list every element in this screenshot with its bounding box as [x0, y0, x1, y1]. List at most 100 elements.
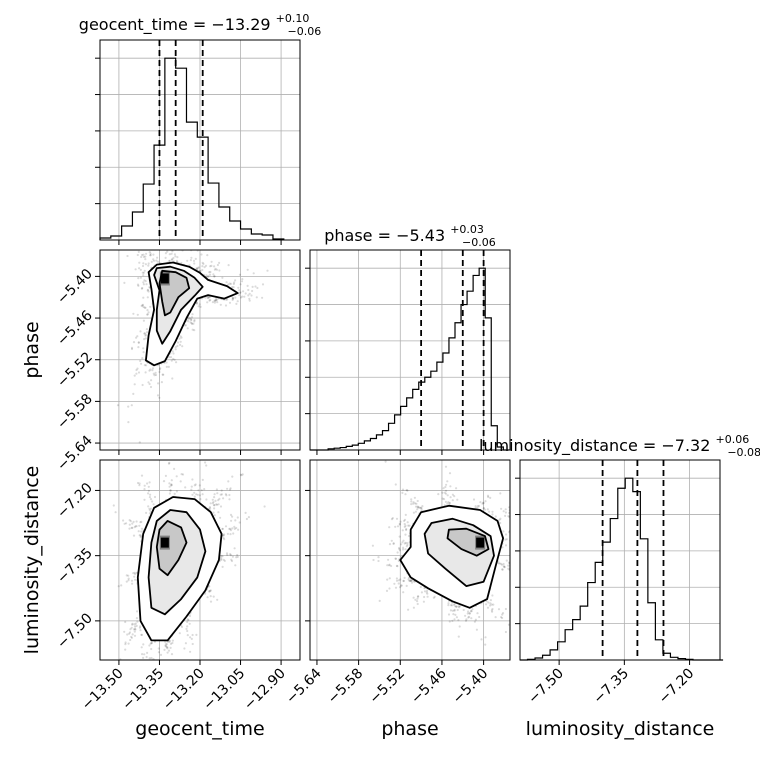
title-geocent-time: geocent_time = −13.29 +0.10 −0.06	[79, 7, 321, 38]
scatter-point	[392, 542, 395, 546]
scatter-point	[235, 556, 238, 559]
scatter-point	[204, 264, 208, 267]
scatter-point	[409, 579, 412, 582]
scatter-point	[196, 493, 199, 496]
scatter-point	[212, 595, 215, 598]
scatter-point	[399, 578, 402, 581]
scatter-point	[455, 605, 458, 608]
scatter-point	[145, 364, 148, 367]
scatter-point	[141, 383, 144, 387]
scatter-point	[160, 381, 163, 384]
scatter-point	[164, 644, 168, 648]
scatter-point	[213, 301, 216, 304]
scatter-point	[169, 646, 172, 650]
scatter-point	[516, 529, 518, 531]
scatter-point	[149, 254, 152, 257]
scatter-point	[130, 347, 134, 351]
scatter-point	[415, 502, 418, 505]
scatter-point	[480, 638, 483, 641]
scatter-point	[467, 616, 470, 619]
scatter-point	[123, 281, 126, 284]
scatter-point	[487, 495, 490, 499]
scatter-point	[225, 298, 228, 301]
scatter-point	[145, 328, 148, 331]
frame-luminosity-distance-vs-phase	[309, 459, 511, 661]
scatter-point	[234, 519, 237, 522]
scatter-point	[136, 253, 139, 257]
tick-label-y-phase: −5.64	[54, 433, 96, 475]
xlabel-geocent-time: geocent_time	[135, 718, 264, 740]
scatter-point	[221, 527, 224, 531]
scatter-point	[502, 562, 505, 566]
scatter-point	[128, 632, 131, 635]
scatter-point	[222, 497, 225, 500]
scatter-point	[405, 527, 408, 531]
scatter-point	[483, 508, 487, 511]
scatter-point	[497, 562, 500, 565]
scatter-point	[128, 631, 132, 634]
scatter-point	[416, 505, 419, 508]
scatter-point	[214, 299, 217, 302]
scatter-point	[167, 365, 170, 368]
scatter-point	[210, 260, 213, 263]
scatter-point	[190, 322, 193, 325]
scatter-point	[180, 473, 183, 476]
scatter-point	[149, 305, 152, 308]
scatter-point	[453, 609, 456, 612]
scatter-point	[234, 296, 237, 299]
scatter-point	[491, 513, 494, 516]
scatter-point	[134, 525, 137, 528]
scatter-point	[229, 533, 232, 536]
scatter-point	[168, 253, 171, 256]
scatter-point	[492, 603, 495, 606]
scatter-point	[420, 591, 423, 594]
scatter-point	[141, 665, 143, 667]
scatter-point	[204, 296, 207, 299]
scatter-point	[133, 383, 136, 386]
scatter-point	[143, 338, 146, 341]
scatter-point	[145, 511, 148, 514]
scatter-point	[462, 608, 465, 612]
scatter-point	[406, 543, 409, 547]
scatter-point	[410, 503, 413, 506]
scatter-point	[158, 396, 161, 399]
scatter-point	[388, 526, 391, 529]
scatter-point	[126, 633, 129, 636]
scatter-point	[416, 600, 419, 603]
scatter-point	[426, 589, 429, 592]
scatter-point	[507, 515, 510, 518]
density-peak	[160, 537, 169, 548]
scatter-point	[404, 524, 407, 527]
tick-label-y-phase: −5.46	[54, 308, 96, 350]
scatter-point	[156, 256, 159, 259]
scatter-point	[245, 517, 248, 521]
scatter-point	[128, 519, 131, 522]
frame-phase-hist	[309, 249, 511, 451]
scatter-point	[412, 502, 415, 505]
scatter-point	[454, 605, 457, 608]
scatter-point	[142, 305, 145, 308]
scatter-point	[139, 359, 142, 363]
scatter-point	[172, 352, 175, 355]
scatter-point	[204, 461, 207, 464]
scatter-point	[199, 248, 201, 250]
scatter-point	[504, 514, 507, 518]
scatter-point	[401, 529, 404, 532]
scatter-point	[127, 405, 130, 408]
scatter-point	[138, 524, 141, 527]
scatter-point	[401, 488, 405, 491]
scatter-point	[184, 486, 187, 489]
scatter-point	[211, 502, 214, 505]
scatter-point	[190, 485, 193, 488]
scatter-point	[219, 505, 223, 508]
scatter-point	[402, 579, 405, 583]
scatter-point	[402, 548, 405, 551]
scatter-point	[444, 485, 447, 489]
scatter-point	[489, 604, 492, 607]
tick-label-x-geocent-time: −13.50	[79, 666, 127, 714]
scatter-point	[146, 482, 149, 485]
title-phase-sub: −0.06	[462, 236, 496, 249]
scatter-point	[143, 279, 146, 282]
scatter-point	[170, 258, 173, 261]
scatter-point	[255, 296, 258, 299]
